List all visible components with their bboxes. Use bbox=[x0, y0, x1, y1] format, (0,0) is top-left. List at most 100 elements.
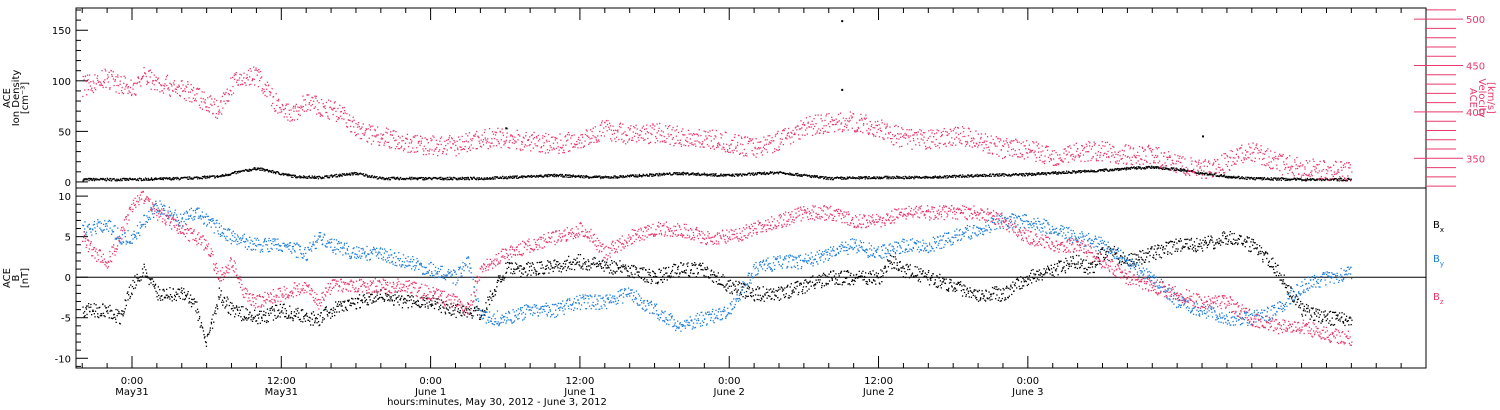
density-point bbox=[1027, 173, 1029, 175]
density-point bbox=[681, 172, 683, 174]
density-point bbox=[833, 177, 835, 179]
velocity-point bbox=[877, 120, 879, 122]
density-point bbox=[479, 178, 481, 180]
velocity-point bbox=[929, 135, 931, 138]
density-point bbox=[1292, 178, 1294, 180]
density-point bbox=[505, 177, 507, 179]
density-point bbox=[226, 174, 228, 177]
velocity-point bbox=[1141, 158, 1143, 161]
velocity-point bbox=[837, 121, 839, 123]
density-point bbox=[1074, 172, 1076, 174]
velocity-point bbox=[1128, 144, 1130, 147]
velocity-point bbox=[986, 140, 988, 142]
velocity-point bbox=[533, 136, 536, 139]
velocity-point bbox=[973, 142, 975, 144]
velocity-point bbox=[1303, 172, 1305, 175]
bx-point bbox=[84, 315, 86, 317]
density-point bbox=[1222, 175, 1224, 178]
bx-point bbox=[154, 283, 157, 285]
density-point bbox=[363, 175, 365, 177]
velocity-point bbox=[111, 74, 113, 76]
density-point bbox=[545, 175, 547, 177]
density-point bbox=[408, 178, 410, 180]
density-point bbox=[579, 175, 582, 177]
velocity-point bbox=[253, 66, 255, 68]
bx-point bbox=[196, 312, 198, 314]
velocity-point bbox=[1276, 168, 1278, 170]
velocity-point bbox=[375, 135, 377, 137]
density-point bbox=[388, 177, 390, 179]
velocity-point bbox=[162, 84, 164, 86]
velocity-point bbox=[957, 127, 959, 129]
velocity-point bbox=[906, 129, 908, 131]
density-point bbox=[503, 177, 505, 180]
density-point bbox=[952, 174, 954, 177]
density-point bbox=[603, 176, 605, 178]
velocity-point bbox=[777, 130, 779, 133]
velocity-point bbox=[516, 148, 518, 150]
velocity-point bbox=[1197, 169, 1199, 171]
velocity-point bbox=[994, 143, 996, 145]
density-point bbox=[1340, 178, 1343, 180]
density-point bbox=[1203, 174, 1206, 176]
density-point bbox=[113, 177, 115, 180]
velocity-point bbox=[397, 135, 400, 137]
velocity-point bbox=[1015, 153, 1017, 156]
velocity-point bbox=[1333, 164, 1335, 166]
velocity-point bbox=[1057, 163, 1060, 166]
bx-point bbox=[124, 308, 126, 310]
density-point bbox=[300, 177, 302, 179]
bx-point bbox=[97, 316, 99, 318]
bx-point bbox=[176, 293, 178, 295]
velocity-point bbox=[482, 139, 485, 141]
density-point bbox=[131, 178, 134, 180]
velocity-point bbox=[112, 78, 115, 80]
velocity-point bbox=[909, 140, 911, 142]
velocity-point bbox=[979, 141, 981, 144]
velocity-point bbox=[100, 83, 102, 85]
density-point bbox=[937, 176, 939, 178]
density-point bbox=[106, 179, 108, 182]
density-point bbox=[1151, 166, 1153, 168]
velocity-point bbox=[512, 136, 514, 138]
density-point bbox=[383, 177, 385, 179]
density-point bbox=[1321, 179, 1323, 181]
density-point bbox=[511, 176, 513, 178]
density-point bbox=[1035, 174, 1037, 176]
velocity-point bbox=[927, 146, 929, 149]
bx-point bbox=[169, 287, 171, 289]
velocity-point bbox=[1319, 160, 1321, 163]
density-point bbox=[108, 179, 111, 182]
density-point bbox=[1067, 170, 1070, 173]
velocity-point bbox=[175, 91, 177, 93]
velocity-point bbox=[91, 90, 93, 92]
velocity-point bbox=[1232, 157, 1235, 159]
velocity-point bbox=[1111, 152, 1113, 154]
velocity-point bbox=[1315, 167, 1317, 169]
velocity-point bbox=[268, 84, 270, 86]
density-point bbox=[1045, 174, 1048, 176]
density-point bbox=[328, 177, 330, 179]
velocity-point bbox=[1276, 164, 1278, 166]
velocity-point bbox=[797, 125, 799, 127]
bx-point bbox=[167, 297, 169, 299]
density-point bbox=[632, 174, 635, 176]
density-point bbox=[1126, 166, 1128, 169]
density-point bbox=[1135, 167, 1137, 169]
velocity-point bbox=[1211, 176, 1214, 178]
density-point bbox=[607, 176, 609, 178]
velocity-point bbox=[347, 119, 349, 121]
density-point bbox=[891, 176, 893, 178]
velocity-point bbox=[196, 87, 199, 89]
velocity-point bbox=[627, 127, 629, 129]
velocity-point bbox=[1054, 164, 1057, 166]
density-point bbox=[791, 173, 793, 175]
velocity-point bbox=[406, 137, 408, 140]
density-point bbox=[1337, 178, 1339, 181]
density-point bbox=[766, 172, 768, 174]
density-point bbox=[227, 173, 229, 176]
bx-point bbox=[206, 335, 208, 337]
velocity-point bbox=[1314, 169, 1316, 171]
bx-point bbox=[106, 310, 109, 312]
